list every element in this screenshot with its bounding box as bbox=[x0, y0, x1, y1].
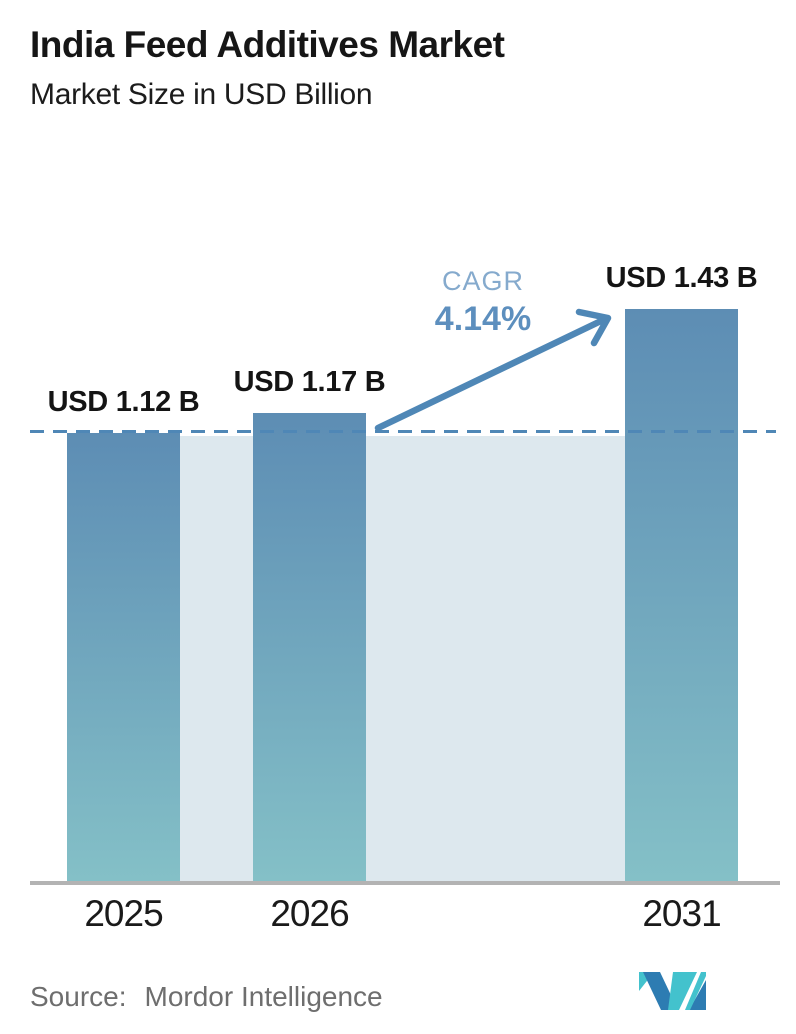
mordor-intelligence-logo bbox=[639, 972, 706, 1010]
bar-value-label-2026: USD 1.17 B bbox=[233, 366, 386, 398]
source-name: Mordor Intelligence bbox=[144, 981, 383, 1012]
source-label: Source: bbox=[30, 981, 127, 1012]
cagr-annotation: CAGR 4.14% bbox=[398, 266, 568, 339]
x-tick-2031: 2031 bbox=[642, 893, 721, 934]
x-axis-line bbox=[30, 881, 780, 885]
baseline-dashed-line bbox=[30, 430, 776, 433]
bar-value-label-2031: USD 1.43 B bbox=[605, 262, 758, 294]
cagr-value: 4.14% bbox=[434, 300, 532, 338]
x-tick-2026: 2026 bbox=[270, 893, 349, 934]
x-tick-2025: 2025 bbox=[84, 893, 163, 934]
source-attribution: Source: Mordor Intelligence bbox=[30, 981, 383, 1013]
page-title: India Feed Additives Market bbox=[30, 24, 505, 65]
chart-subtitle: Market Size in USD Billion bbox=[30, 78, 373, 111]
bar-2026 bbox=[253, 413, 366, 881]
bar-2031 bbox=[625, 309, 738, 881]
bar-value-label-2025: USD 1.12 B bbox=[47, 386, 200, 418]
bar-2025 bbox=[67, 433, 180, 881]
growth-arrow-icon bbox=[374, 308, 612, 432]
cagr-label: CAGR bbox=[441, 266, 524, 296]
